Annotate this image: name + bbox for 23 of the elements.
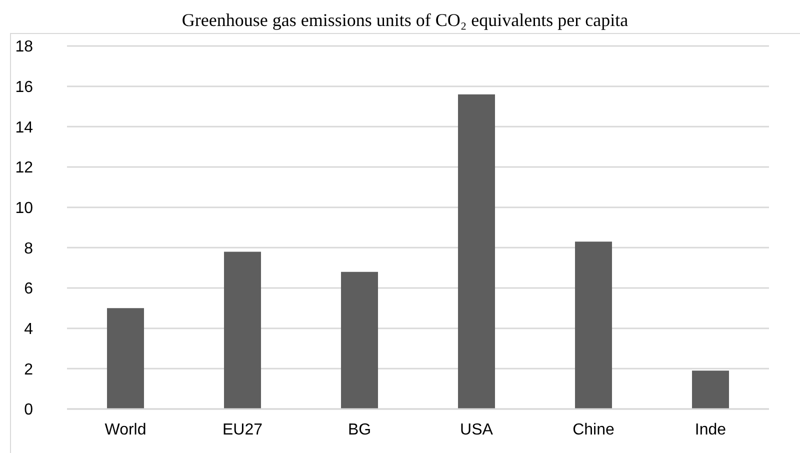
y-tick-label: 8 (24, 240, 34, 258)
y-tick-label: 12 (15, 160, 34, 177)
y-tick-label: 2 (24, 361, 34, 378)
y-tick-label: 16 (15, 79, 34, 96)
y-tick-label: 6 (24, 280, 34, 298)
x-tick-label: BG (348, 421, 372, 438)
bar (458, 94, 495, 409)
bar (575, 242, 612, 409)
y-tick-label: 0 (24, 402, 34, 419)
x-tick-label: USA (460, 421, 494, 438)
x-tick-label: World (104, 421, 146, 438)
y-tick-label: 18 (15, 38, 34, 56)
x-tick-label: Inde (694, 421, 726, 438)
bar (341, 272, 378, 409)
x-tick-label: Chine (572, 421, 614, 438)
y-tick-label: 10 (15, 200, 34, 218)
x-tick-label: EU27 (222, 421, 263, 438)
bar (692, 370, 729, 409)
bar (224, 252, 261, 409)
y-tick-label: 4 (24, 321, 34, 338)
bar (107, 308, 144, 409)
y-tick-label: 14 (15, 119, 34, 136)
chart-title: Greenhouse gas emissions units of CO₂ equivalents per capita (180, 9, 630, 32)
